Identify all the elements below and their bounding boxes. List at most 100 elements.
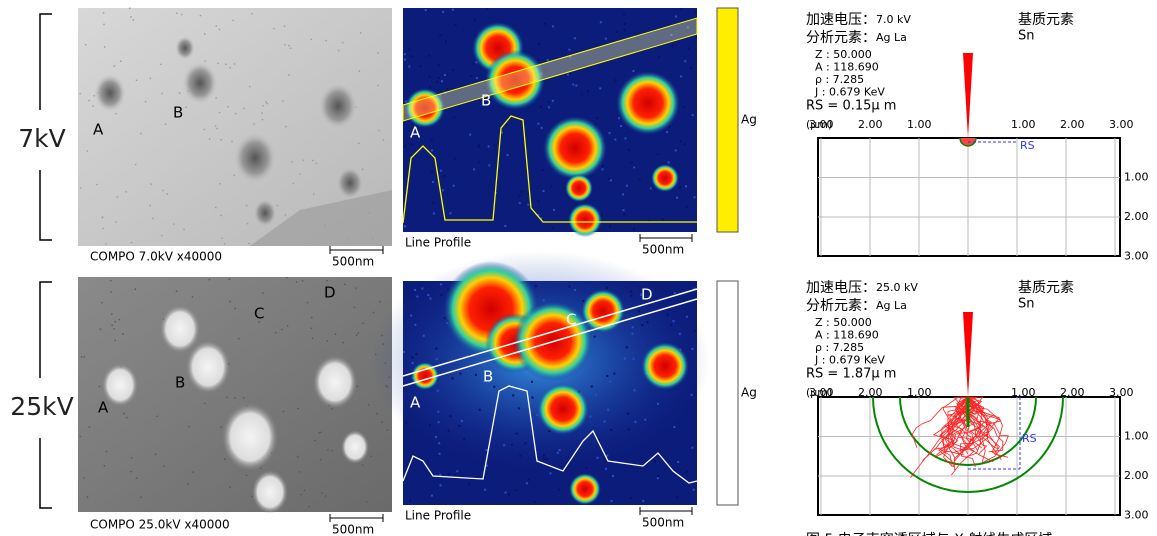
- sem-speck: [152, 218, 154, 220]
- map-noise: [405, 421, 407, 423]
- sem-particle: [341, 430, 369, 464]
- sem-speck: [145, 101, 147, 103]
- sem-particle: [252, 470, 288, 513]
- map-noise: [486, 465, 488, 467]
- sem-particle: [336, 166, 364, 200]
- map-noise: [631, 162, 633, 164]
- map-noise: [416, 296, 418, 298]
- sim-param: Z : 50.000: [815, 48, 872, 61]
- map-noise: [605, 38, 607, 40]
- map-noise: [486, 449, 488, 451]
- map-noise: [538, 43, 540, 45]
- map-noise: [597, 457, 599, 459]
- sem-particle: [175, 36, 195, 60]
- map-noise: [574, 37, 576, 39]
- sim-y-tick: 1.00: [1124, 430, 1149, 443]
- map-noise: [623, 213, 625, 215]
- sem-speck: [220, 426, 222, 428]
- map-noise: [415, 353, 417, 355]
- sem-speck: [215, 97, 217, 99]
- map-noise: [658, 56, 660, 58]
- sem-speck: [167, 193, 169, 195]
- map-noise: [647, 321, 649, 323]
- map-noise: [549, 472, 551, 474]
- sem-speck: [313, 193, 315, 195]
- map-noise: [440, 283, 442, 285]
- map-noise: [676, 197, 678, 199]
- map-noise: [516, 433, 518, 435]
- sem-speck: [243, 397, 245, 399]
- accel-value: 7.0 kV: [876, 13, 911, 26]
- sem-speck: [126, 417, 128, 419]
- scale-bar: [330, 514, 383, 522]
- map-noise: [596, 117, 598, 119]
- map-noise: [511, 444, 513, 446]
- matrix-value: Sn: [1018, 29, 1035, 44]
- map-noise: [632, 326, 634, 328]
- map-noise: [686, 316, 688, 318]
- map-noise: [667, 314, 669, 316]
- sim-x-tick: 2.00: [1060, 118, 1085, 131]
- map-noise: [627, 413, 629, 415]
- sem-speck: [265, 101, 267, 103]
- sem-speck: [115, 113, 117, 115]
- map-noise: [602, 165, 604, 167]
- sem-point-label: D: [324, 284, 336, 302]
- sem-speck: [315, 163, 317, 165]
- sem-speck: [136, 80, 138, 82]
- map-noise: [631, 333, 633, 335]
- map-noise: [624, 23, 626, 25]
- map-noise: [606, 287, 608, 289]
- map-noise: [677, 461, 679, 463]
- map-noise: [691, 394, 693, 396]
- map-noise: [606, 375, 608, 377]
- map-noise: [559, 449, 561, 451]
- map-noise: [532, 397, 534, 399]
- sem-speck: [247, 223, 249, 225]
- sem-speck: [101, 302, 103, 304]
- sem-speck: [251, 13, 253, 15]
- map-noise: [432, 170, 434, 172]
- sem-speck: [135, 288, 137, 290]
- map-noise: [634, 389, 636, 391]
- sem-speck: [209, 279, 211, 281]
- map-noise: [611, 500, 613, 502]
- sem-speck: [234, 308, 236, 310]
- sem-speck: [131, 242, 133, 244]
- map-noise: [408, 49, 410, 51]
- sem-speck: [183, 229, 185, 231]
- sem-speck: [187, 483, 189, 485]
- sem-speck: [83, 477, 85, 479]
- map-noise: [441, 80, 443, 82]
- map-noise: [521, 191, 523, 193]
- map-noise: [429, 86, 431, 88]
- map-noise: [469, 134, 471, 136]
- sem-speck: [344, 284, 346, 286]
- map-noise: [633, 358, 635, 360]
- map-noise: [537, 200, 539, 202]
- sem-speck: [284, 25, 286, 27]
- map-caption: Line Profile: [405, 236, 471, 250]
- map-point-label: B: [483, 368, 493, 386]
- sem-speck: [325, 40, 327, 42]
- sem-speck: [282, 100, 284, 102]
- map-noise: [463, 438, 465, 440]
- map-point-label: A: [410, 394, 421, 412]
- map-noise: [644, 419, 646, 421]
- sem-speck: [88, 100, 90, 102]
- map-noise: [626, 346, 628, 348]
- sem-speck: [248, 243, 250, 245]
- map-noise: [683, 106, 685, 108]
- map-noise: [518, 407, 520, 409]
- map-noise: [679, 333, 681, 335]
- sem-speck: [262, 292, 264, 294]
- sem-speck: [299, 173, 301, 175]
- sem-speck: [176, 12, 178, 14]
- map-noise: [435, 348, 437, 350]
- sem-speck: [354, 307, 356, 309]
- accel-label: 加速电压：: [806, 280, 876, 296]
- analysis-label: 分析元素：: [806, 30, 876, 46]
- map-noise: [427, 294, 429, 296]
- element-label: Ag: [741, 113, 757, 127]
- sem-speck: [161, 93, 163, 95]
